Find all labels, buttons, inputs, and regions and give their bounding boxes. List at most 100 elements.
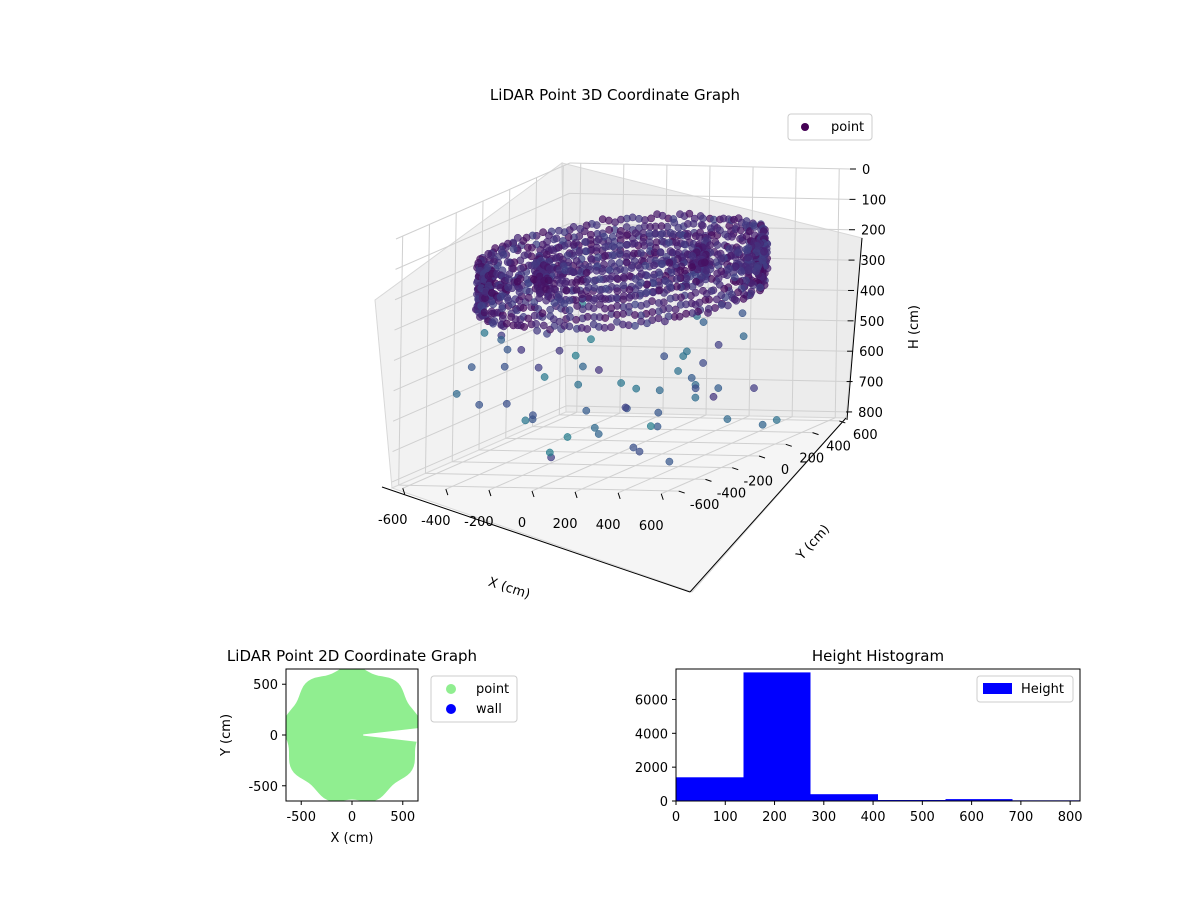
data-point-3d xyxy=(601,243,610,251)
data-point-3d xyxy=(524,314,533,323)
y-tick-label-3d: 600 xyxy=(853,428,878,443)
data-point-3d xyxy=(613,287,622,295)
data-point-3d xyxy=(739,295,748,303)
y-tick-3d xyxy=(785,443,792,447)
data-point-3d xyxy=(669,230,678,239)
x-tick-label-histogram: 200 xyxy=(762,810,787,825)
data-point-3d xyxy=(643,288,651,296)
data-point-3d xyxy=(598,267,607,276)
z-tick-label-3d: 400 xyxy=(860,284,885,299)
x-tick-label-3d: -200 xyxy=(464,515,494,530)
data-point-3d xyxy=(565,322,574,331)
data-point-3d xyxy=(613,310,621,319)
z-tick-label-3d: 800 xyxy=(858,406,883,421)
data-point-3d xyxy=(627,264,636,272)
data-point-3d xyxy=(589,304,598,312)
data-point-3d xyxy=(623,230,632,239)
legend-2d-label-point: point xyxy=(476,682,509,697)
data-point-3d xyxy=(500,362,509,371)
data-point-3d xyxy=(598,215,607,224)
grid-line-y-wall xyxy=(451,212,457,462)
data-point-3d xyxy=(582,238,590,246)
y-tick-label-3d: 400 xyxy=(826,440,851,455)
data-point-3d xyxy=(661,317,669,326)
data-point-3d xyxy=(637,270,646,278)
grid-line-x-wall xyxy=(791,167,797,417)
data-point-3d xyxy=(665,258,674,267)
data-point-3d xyxy=(655,270,664,279)
grid-line-y-floor xyxy=(425,472,706,480)
x-tick-3d xyxy=(660,493,664,500)
data-point-3d xyxy=(516,264,525,273)
grid-line-y-floor xyxy=(478,449,760,457)
data-point-3d xyxy=(595,366,603,374)
data-point-3d xyxy=(714,384,723,392)
data-point-3d xyxy=(623,258,631,267)
legend-histogram-swatch xyxy=(983,683,1012,694)
y-tick-label-histogram: 2000 xyxy=(635,761,668,776)
data-point-3d xyxy=(489,300,498,309)
data-point-3d xyxy=(706,241,714,250)
data-point-3d xyxy=(658,260,666,269)
x-tick-3d xyxy=(617,492,621,500)
data-point-3d xyxy=(621,403,630,412)
data-point-3d xyxy=(540,373,549,381)
data-point-3d xyxy=(666,294,675,303)
data-point-3d xyxy=(650,261,658,270)
data-point-3d xyxy=(669,215,678,223)
data-point-3d xyxy=(635,214,643,223)
data-point-3d xyxy=(575,248,584,257)
data-point-3d xyxy=(680,240,689,249)
scatter-2d-points xyxy=(286,669,418,801)
y-tick-3d xyxy=(705,478,712,482)
data-point-3d xyxy=(691,393,700,402)
data-point-3d xyxy=(582,406,591,415)
data-point-3d xyxy=(509,245,518,253)
z-tick-label-3d: 700 xyxy=(859,376,884,391)
data-point-3d xyxy=(529,411,537,420)
data-point-3d xyxy=(538,240,547,249)
y-axis-label-3d: Y (cm) xyxy=(793,522,833,564)
data-point-3d xyxy=(520,251,529,260)
data-point-3d xyxy=(699,214,707,223)
data-point-3d xyxy=(656,248,665,257)
z-tick-label-3d: 0 xyxy=(862,163,870,178)
data-point-3d xyxy=(616,241,624,250)
data-point-3d xyxy=(503,345,512,354)
grid-line-x-wall xyxy=(834,168,840,418)
x-tick-3d xyxy=(531,490,535,498)
data-point-3d xyxy=(605,226,614,234)
x-ticks-3d: -600 -400 -200 0 200 400 600 xyxy=(378,488,664,534)
y-tick-3d xyxy=(812,432,819,436)
data-point-3d xyxy=(750,384,758,392)
data-point-3d xyxy=(653,422,662,431)
data-point-3d xyxy=(566,313,574,321)
x-tick-label-2d: -500 xyxy=(286,810,316,825)
data-point-3d xyxy=(503,258,512,266)
data-point-3d xyxy=(632,384,641,393)
data-point-3d xyxy=(530,260,539,269)
y-tick-3d xyxy=(732,467,739,471)
z-tick-label-3d: 600 xyxy=(859,345,884,360)
data-point-3d xyxy=(497,335,506,344)
grid-line-z-leftwall xyxy=(391,405,567,483)
legend-3d: point xyxy=(787,113,873,141)
ticks-2d: -500 0 500 -500 0 500 xyxy=(248,678,415,825)
data-point-3d xyxy=(682,309,690,318)
data-point-3d xyxy=(601,252,609,260)
y-tick-3d xyxy=(839,420,846,424)
data-point-3d xyxy=(674,367,682,375)
data-point-3d xyxy=(637,278,645,287)
legend-histogram-label: Height xyxy=(1021,682,1064,697)
data-point-3d xyxy=(562,286,571,295)
data-point-3d xyxy=(637,317,645,326)
legend-3d-frame xyxy=(787,113,873,141)
data-point-3d xyxy=(490,317,499,325)
grid-line-z-leftwall xyxy=(392,375,567,453)
histogram-bar xyxy=(945,799,1013,801)
data-point-3d xyxy=(601,304,609,313)
z-axis-label-3d: H (cm) xyxy=(907,305,922,349)
data-point-3d xyxy=(452,390,461,398)
data-point-3d xyxy=(524,293,533,302)
